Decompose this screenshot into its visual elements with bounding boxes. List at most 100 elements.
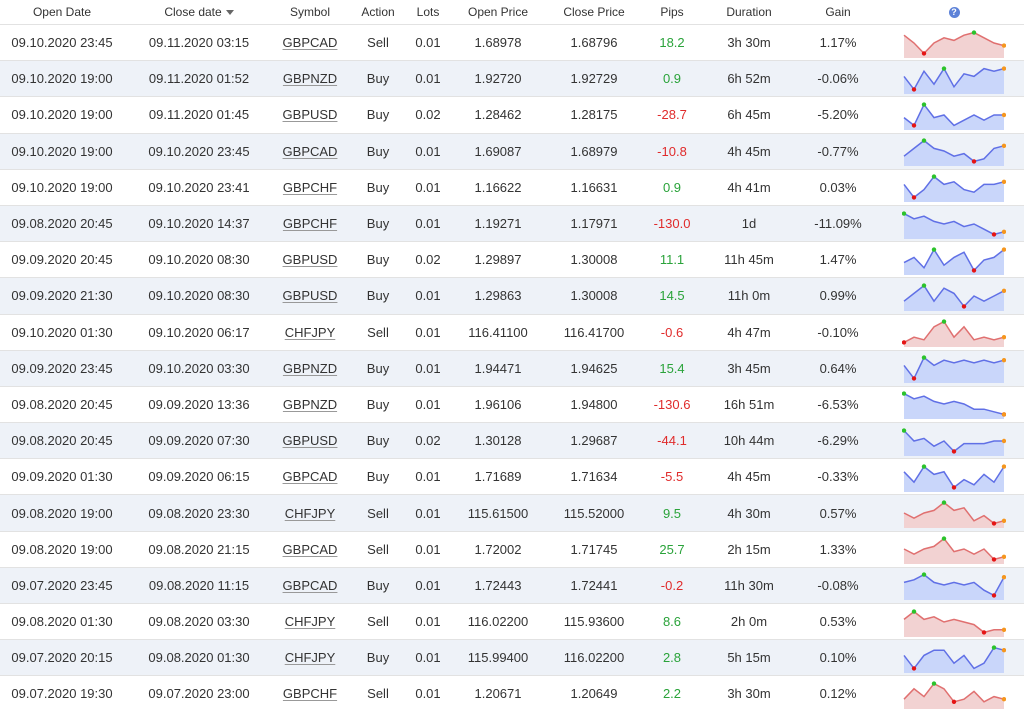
symbol-link[interactable]: GBPCAD [274, 542, 346, 557]
symbol-link-text[interactable]: GBPCAD [282, 35, 338, 51]
open-date-cell: 09.10.2020 01:30 [0, 325, 124, 340]
table-row[interactable]: 09.08.2020 20:45 09.09.2020 13:36 GBPNZD Bu… [0, 385, 1024, 422]
table-row[interactable]: 09.08.2020 01:30 09.08.2020 03:30 CHFJPY Se… [0, 603, 1024, 639]
symbol-link-text[interactable]: GBPUSD [282, 288, 338, 304]
header-lots[interactable]: Lots [416, 5, 440, 19]
sparkline-line [903, 501, 1005, 525]
table-row[interactable]: 09.08.2020 20:45 09.10.2020 14:37 GBPCHF Bu… [0, 204, 1024, 242]
symbol-link-text[interactable]: GBPCAD [282, 469, 338, 485]
header-duration[interactable]: Duration [726, 5, 772, 19]
header-pips[interactable]: Pips [660, 5, 684, 19]
symbol-link-text[interactable]: GBPUSD [282, 252, 338, 268]
table-row[interactable]: 09.07.2020 19:30 09.07.2020 23:00 GBPCHF Se… [0, 675, 1024, 711]
trade-chart-cell[interactable] [884, 100, 1024, 130]
table-row[interactable]: 09.10.2020 23:45 09.11.2020 03:15 GBPCAD Se… [0, 24, 1024, 60]
table-row[interactable]: 09.10.2020 19:00 09.10.2020 23:41 GBPCHF Bu… [0, 168, 1024, 205]
symbol-link-text[interactable]: GBPNZD [282, 396, 338, 412]
symbol-link[interactable]: GBPCHF [274, 180, 346, 195]
trade-chart-cell[interactable] [884, 607, 1024, 637]
trade-chart-cell[interactable] [884, 643, 1024, 673]
symbol-link[interactable]: GBPNZD [274, 397, 346, 412]
trade-chart-cell[interactable] [884, 679, 1024, 709]
symbol-link[interactable]: CHFJPY [274, 506, 346, 521]
symbol-link-text[interactable]: GBPUSD [282, 107, 338, 123]
symbol-link-text[interactable]: CHFJPY [284, 324, 336, 340]
trade-sparkline [903, 645, 1006, 673]
table-row[interactable]: 09.09.2020 01:30 09.09.2020 06:15 GBPCAD Bu… [0, 458, 1024, 494]
open-price-cell-text: 1.94471 [474, 360, 522, 376]
symbol-link-text[interactable]: GBPUSD [282, 433, 338, 449]
symbol-link[interactable]: GBPUSD [274, 107, 346, 122]
table-row[interactable]: 09.10.2020 19:00 09.10.2020 23:45 GBPCAD Bu… [0, 132, 1024, 169]
table-row[interactable]: 09.10.2020 19:00 09.11.2020 01:52 GBPNZD Bu… [0, 60, 1024, 97]
trade-chart-cell[interactable] [884, 462, 1024, 492]
trade-chart-cell[interactable] [884, 353, 1024, 384]
symbol-link[interactable]: GBPCAD [274, 35, 346, 50]
symbol-link[interactable]: CHFJPY [274, 614, 346, 629]
symbol-link[interactable]: CHFJPY [274, 650, 346, 665]
symbol-link[interactable]: GBPCAD [274, 578, 346, 593]
header-symbol[interactable]: Symbol [289, 5, 330, 19]
symbol-link[interactable]: GBPNZD [274, 71, 346, 86]
symbol-link-text[interactable]: GBPNZD [282, 360, 338, 376]
symbol-link-text[interactable]: GBPCHF [282, 216, 338, 232]
header-open-date[interactable]: Open Date [32, 5, 92, 19]
symbol-link-text[interactable]: CHFJPY [284, 650, 336, 666]
symbol-link[interactable]: GBPUSD [274, 288, 346, 303]
table-row[interactable]: 09.08.2020 20:45 09.09.2020 07:30 GBPUSD Bu… [0, 422, 1024, 459]
table-row[interactable]: 09.10.2020 01:30 09.10.2020 06:17 CHFJPY Se… [0, 313, 1024, 350]
trade-chart-cell[interactable] [884, 245, 1024, 275]
trade-chart-cell[interactable] [884, 389, 1024, 420]
symbol-link-text[interactable]: GBPCAD [282, 143, 338, 159]
symbol-link[interactable]: GBPNZD [274, 361, 346, 376]
symbol-link-text[interactable]: GBPCAD [282, 541, 338, 557]
trade-chart-cell[interactable] [884, 534, 1024, 565]
header-open-price[interactable]: Open Price [467, 5, 529, 19]
header-close-date[interactable]: Close date [124, 5, 274, 19]
symbol-link-text[interactable]: GBPCHF [282, 686, 338, 702]
symbol-link-text[interactable]: CHFJPY [284, 505, 336, 521]
table-row[interactable]: 09.07.2020 20:15 09.08.2020 01:30 CHFJPY Bu… [0, 639, 1024, 676]
header-close-price[interactable]: Close Price [563, 5, 625, 19]
sparkline-max-marker [931, 247, 937, 252]
header-action[interactable]: Action [361, 5, 395, 19]
open-date-cell-text: 09.10.2020 19:00 [11, 107, 113, 123]
header-gain[interactable]: Gain [825, 5, 851, 19]
symbol-link[interactable]: GBPCHF [274, 216, 346, 231]
table-row[interactable]: 09.08.2020 19:00 09.08.2020 23:30 CHFJPY Se… [0, 494, 1024, 531]
symbol-link-text[interactable]: GBPNZD [282, 71, 338, 87]
header-info[interactable]: ? [884, 6, 1024, 18]
trade-chart-cell[interactable] [884, 570, 1024, 601]
trade-chart-cell[interactable] [884, 209, 1024, 239]
trade-chart-cell[interactable] [884, 426, 1024, 456]
table-row[interactable]: 09.09.2020 23:45 09.10.2020 03:30 GBPNZD Bu… [0, 349, 1024, 386]
symbol-link-text[interactable]: GBPCHF [282, 179, 338, 195]
trade-chart-cell[interactable] [884, 498, 1024, 529]
symbol-link[interactable]: GBPUSD [274, 252, 346, 267]
table-row[interactable]: 09.10.2020 19:00 09.11.2020 01:45 GBPUSD Bu… [0, 96, 1024, 132]
close-price-cell: 1.72441 [550, 578, 638, 593]
pips-cell-text: 0.9 [662, 71, 682, 87]
table-row[interactable]: 09.08.2020 19:00 09.08.2020 21:15 GBPCAD Se… [0, 530, 1024, 567]
symbol-link[interactable]: GBPUSD [274, 433, 346, 448]
trade-sparkline [903, 102, 1006, 130]
symbol-link-text[interactable]: GBPCAD [282, 577, 338, 593]
duration-cell: 6h 45m [706, 107, 792, 122]
open-price-cell: 1.72002 [446, 542, 550, 557]
symbol-link[interactable]: CHFJPY [274, 325, 346, 340]
trade-chart-cell[interactable] [884, 172, 1024, 203]
symbol-link-text[interactable]: CHFJPY [284, 614, 336, 630]
trade-chart-cell[interactable] [884, 28, 1024, 58]
symbol-link[interactable]: GBPCAD [274, 469, 346, 484]
symbol-link[interactable]: GBPCAD [274, 144, 346, 159]
symbol-link[interactable]: GBPCHF [274, 686, 346, 701]
trade-chart-cell[interactable] [884, 281, 1024, 311]
trade-chart-cell[interactable] [884, 317, 1024, 348]
lots-cell-text: 0.01 [415, 541, 441, 557]
info-icon[interactable]: ? [948, 6, 960, 18]
trade-chart-cell[interactable] [884, 136, 1024, 167]
table-row[interactable]: 09.09.2020 20:45 09.10.2020 08:30 GBPUSD Bu… [0, 241, 1024, 277]
trade-chart-cell[interactable] [884, 64, 1024, 94]
table-row[interactable]: 09.09.2020 21:30 09.10.2020 08:30 GBPUSD Bu… [0, 277, 1024, 314]
table-row[interactable]: 09.07.2020 23:45 09.08.2020 11:15 GBPCAD Bu… [0, 566, 1024, 603]
